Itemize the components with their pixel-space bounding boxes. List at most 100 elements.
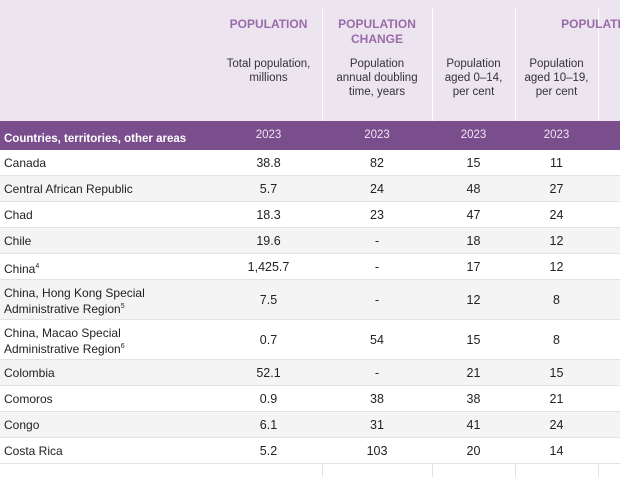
cell-value: 12 (549, 260, 564, 274)
column-header: Population annual doubling time, years (322, 57, 432, 99)
cell-value: 12 (549, 234, 564, 248)
country-name: Canada (4, 156, 46, 170)
table-row (0, 320, 620, 360)
cell-value: 8 (553, 293, 560, 307)
cell-value: 24 (549, 418, 564, 432)
cell-value: 0.7 (259, 333, 278, 347)
country-name-line: Administrative Region6 (4, 342, 125, 356)
year: 2023 (364, 129, 390, 141)
cell-value: 1,425.7 (247, 260, 290, 274)
cell-value: 11 (550, 156, 563, 170)
group-header-line: POPULATION (561, 17, 620, 31)
column-header-line: Total population, (226, 58, 311, 70)
cell-value: 15 (466, 156, 481, 170)
header-separator (322, 8, 323, 121)
group-header: POPULATION CHANGE (322, 17, 432, 47)
cell-value: 54 (370, 333, 384, 347)
cell-value: 38 (370, 392, 384, 406)
footnote-mark: 5 (120, 303, 125, 310)
group-header: POPULATION (215, 17, 322, 32)
country-name-line: Comoros (4, 392, 53, 406)
cell-value: 5.2 (259, 444, 278, 458)
group-header-line: POPULATION (229, 17, 308, 31)
cell-value: 24 (549, 208, 564, 222)
cell-value: 18 (466, 234, 481, 248)
country-name-line: Congo (4, 418, 40, 432)
row-header: Countries, territories, other areas (4, 133, 187, 145)
table-row (0, 438, 620, 464)
column-header-line: Population (529, 58, 584, 70)
country-name-line: Canada (4, 156, 47, 170)
cell-value: 5.7 (259, 182, 278, 196)
header-separator (515, 8, 516, 121)
cell-value: 6.1 (259, 418, 278, 432)
footnote-mark: 4 (35, 263, 40, 270)
cell-value: 19.6 (256, 234, 281, 248)
cell-value: - (374, 260, 380, 274)
column-header-line: aged 10–19, (524, 72, 589, 84)
cell-value: 0.9 (259, 392, 278, 406)
country-name-line: Chile (4, 234, 32, 248)
country-name: Congo (4, 418, 39, 432)
cell-value: 47 (466, 208, 481, 222)
column-header-line: millions (249, 72, 288, 84)
country-name: China, Macao Special Administrative Regio… (4, 326, 125, 356)
group-header: POPULATION (540, 17, 620, 32)
table-row (0, 412, 620, 438)
cell-value: 23 (370, 208, 384, 222)
cell-value: 15 (466, 333, 481, 347)
cell-value: 15 (549, 366, 564, 380)
country-name: China4 (4, 260, 39, 276)
header-separator (598, 8, 599, 121)
country-name-line: Chad (4, 208, 33, 222)
cell-value: 18.3 (256, 208, 281, 222)
column-header: Total population, millions (215, 57, 322, 85)
column-header: Population aged 0–14, per cent (432, 57, 515, 99)
cell-value: 27 (549, 182, 564, 196)
country-name-line: Colombia (4, 366, 55, 380)
table-row (0, 150, 620, 176)
table-row (0, 280, 620, 320)
country-name-line: Central African Republic (4, 182, 133, 196)
country-name: Comoros (4, 392, 53, 406)
country-name-line: China, Hong Kong Special (4, 286, 145, 300)
cell-value: 8 (553, 333, 560, 347)
footnote-mark: 6 (120, 343, 125, 350)
table-row (0, 360, 620, 386)
header-bar (0, 121, 620, 150)
year: 2023 (460, 129, 487, 141)
table-row (0, 176, 620, 202)
cell-value: 48 (466, 182, 481, 196)
cell-value: 103 (366, 444, 388, 458)
cell-value: 14 (549, 444, 564, 458)
cell-value: 12 (466, 293, 481, 307)
cell-value: - (374, 366, 380, 380)
cell-value: 52.1 (256, 366, 281, 380)
country-name: China, Hong Kong Special Administrative R… (4, 286, 145, 316)
cell-value: 20 (466, 444, 481, 458)
cell-value: 7.5 (259, 293, 278, 307)
group-header-line: POPULATION (338, 17, 416, 31)
column-header-line: aged 0–14, (444, 72, 503, 84)
table-row (0, 228, 620, 254)
country-name-line: Costa Rica (4, 444, 63, 458)
country-name-line: Administrative Region5 (4, 302, 125, 316)
country-name: Costa Rica (4, 444, 63, 458)
column-header-line: Population (446, 58, 501, 70)
year: 2023 (543, 129, 570, 141)
column-header-line: Population (349, 58, 405, 70)
table-row (0, 386, 620, 412)
cell-value: 38 (466, 392, 481, 406)
table-row (0, 254, 620, 280)
cell-value: 21 (466, 366, 481, 380)
column-header-line: per cent (535, 86, 578, 98)
country-name-line: China, Macao Special (4, 326, 121, 340)
cell-value: 41 (466, 418, 481, 432)
cell-value: 31 (370, 418, 384, 432)
cell-value: 24 (370, 182, 384, 196)
cell-value: 82 (370, 156, 384, 170)
country-name: Colombia (4, 366, 55, 380)
group-header-line: CHANGE (350, 32, 403, 46)
country-name: Chad (4, 208, 33, 222)
